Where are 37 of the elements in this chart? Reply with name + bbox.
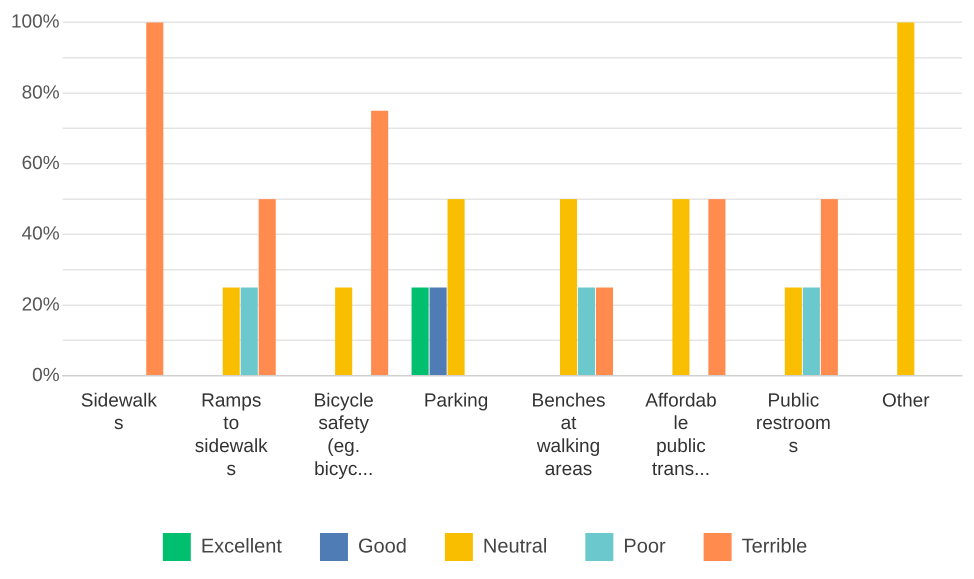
bar bbox=[708, 199, 726, 376]
bar bbox=[820, 199, 838, 376]
bar bbox=[258, 199, 276, 376]
x-tick-label: Sidewalks bbox=[80, 390, 158, 434]
legend-label: Excellent bbox=[200, 536, 282, 558]
y-tick-label: 100% bbox=[10, 12, 60, 33]
legend-label: Poor bbox=[623, 536, 666, 558]
x-tick-label: Affordable public trans... bbox=[645, 390, 717, 480]
legend-label: Good bbox=[358, 536, 407, 558]
bar bbox=[672, 199, 690, 376]
x-tick-label: Other bbox=[882, 390, 930, 412]
bar bbox=[802, 287, 820, 376]
bar bbox=[146, 22, 164, 376]
x-tick-label: Bicycle safety (eg. bicyc... bbox=[314, 390, 374, 480]
bar bbox=[430, 287, 447, 376]
bar bbox=[335, 287, 352, 376]
y-tick-label: 20% bbox=[22, 294, 60, 316]
bar bbox=[371, 110, 388, 376]
y-tick-label: 80% bbox=[22, 82, 60, 104]
y-tick-label: 40% bbox=[22, 224, 60, 245]
x-tick-label: Benches at walking areas bbox=[532, 390, 606, 480]
bar bbox=[897, 22, 914, 376]
bar bbox=[578, 287, 596, 376]
bar bbox=[784, 287, 802, 376]
legend-label: Terrible bbox=[742, 536, 808, 558]
legend-label: Neutral bbox=[482, 536, 548, 558]
bar bbox=[560, 199, 578, 376]
x-tick-label: Parking bbox=[424, 390, 488, 412]
bar bbox=[596, 287, 614, 376]
bar bbox=[448, 199, 465, 376]
bar bbox=[240, 287, 258, 376]
x-tick-label: Ramps to sidewalks bbox=[194, 390, 268, 480]
y-tick-label: 60% bbox=[22, 152, 60, 174]
bar bbox=[222, 287, 240, 376]
x-tick-label: Public restrooms bbox=[756, 390, 831, 458]
y-tick-label: 0% bbox=[32, 365, 60, 386]
bar bbox=[412, 287, 429, 376]
